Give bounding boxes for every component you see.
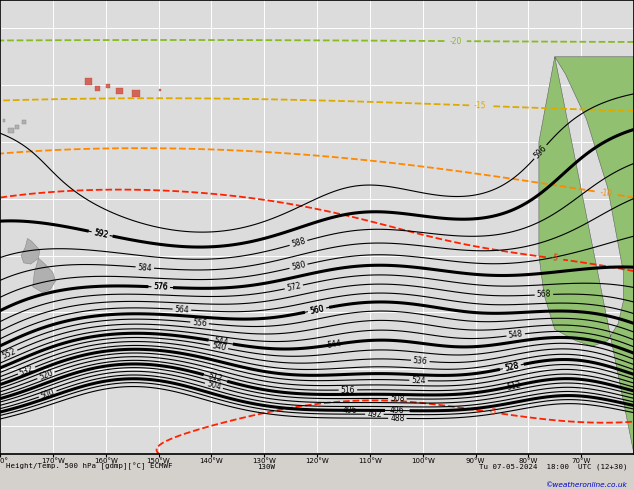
Text: 580: 580 <box>290 260 306 272</box>
Text: -10: -10 <box>599 188 612 198</box>
Text: Tu 07-05-2024  18:00  UTC (12+30): Tu 07-05-2024 18:00 UTC (12+30) <box>479 464 628 470</box>
Text: 536: 536 <box>413 356 428 366</box>
Text: 528: 528 <box>504 361 520 373</box>
Text: 496: 496 <box>390 406 404 415</box>
Text: 560: 560 <box>309 304 325 316</box>
Polygon shape <box>8 128 14 133</box>
Text: 556: 556 <box>192 318 207 328</box>
Text: -5: -5 <box>488 407 497 417</box>
Text: 512: 512 <box>207 372 224 384</box>
Polygon shape <box>22 121 26 124</box>
Text: 596: 596 <box>532 144 548 160</box>
Text: 496: 496 <box>342 406 357 415</box>
Text: 592: 592 <box>93 228 108 240</box>
Text: -20: -20 <box>450 37 462 46</box>
Polygon shape <box>158 89 161 91</box>
Text: 544: 544 <box>213 337 229 348</box>
Polygon shape <box>3 119 5 122</box>
Text: -5: -5 <box>550 253 559 264</box>
Text: 516: 516 <box>340 386 355 394</box>
Polygon shape <box>95 86 100 91</box>
Text: 130W: 130W <box>257 464 275 470</box>
Text: 504: 504 <box>205 379 222 392</box>
Text: 512: 512 <box>506 380 522 392</box>
Polygon shape <box>21 239 39 264</box>
Text: 500: 500 <box>39 387 56 401</box>
Text: 508: 508 <box>390 394 404 403</box>
Text: -15: -15 <box>474 101 487 110</box>
Text: 560: 560 <box>309 304 325 316</box>
Polygon shape <box>132 90 140 97</box>
Polygon shape <box>539 57 634 454</box>
Text: 544: 544 <box>326 339 342 350</box>
Polygon shape <box>106 84 110 88</box>
Text: 568: 568 <box>536 290 552 299</box>
Text: 588: 588 <box>290 237 307 249</box>
Text: 576: 576 <box>153 282 168 292</box>
Text: 488: 488 <box>390 414 404 423</box>
Polygon shape <box>116 88 122 94</box>
Polygon shape <box>15 125 19 129</box>
Polygon shape <box>84 78 93 85</box>
Text: 572: 572 <box>286 281 302 293</box>
Text: 592: 592 <box>93 228 108 240</box>
Text: ©weatheronline.co.uk: ©weatheronline.co.uk <box>546 482 628 488</box>
Text: 564: 564 <box>174 305 190 315</box>
Text: 540: 540 <box>211 341 227 353</box>
Text: 552: 552 <box>1 347 17 361</box>
Polygon shape <box>33 258 56 293</box>
Text: 548: 548 <box>508 330 524 340</box>
Text: 576: 576 <box>153 282 168 292</box>
Text: 528: 528 <box>504 361 520 373</box>
Text: 524: 524 <box>411 376 426 385</box>
Text: 532: 532 <box>18 364 35 377</box>
Text: 520: 520 <box>37 368 55 382</box>
Text: Height/Temp. 500 hPa [gdmp][°C] ECMWF: Height/Temp. 500 hPa [gdmp][°C] ECMWF <box>6 463 173 470</box>
Text: 492: 492 <box>367 410 382 419</box>
Text: 584: 584 <box>137 263 152 272</box>
